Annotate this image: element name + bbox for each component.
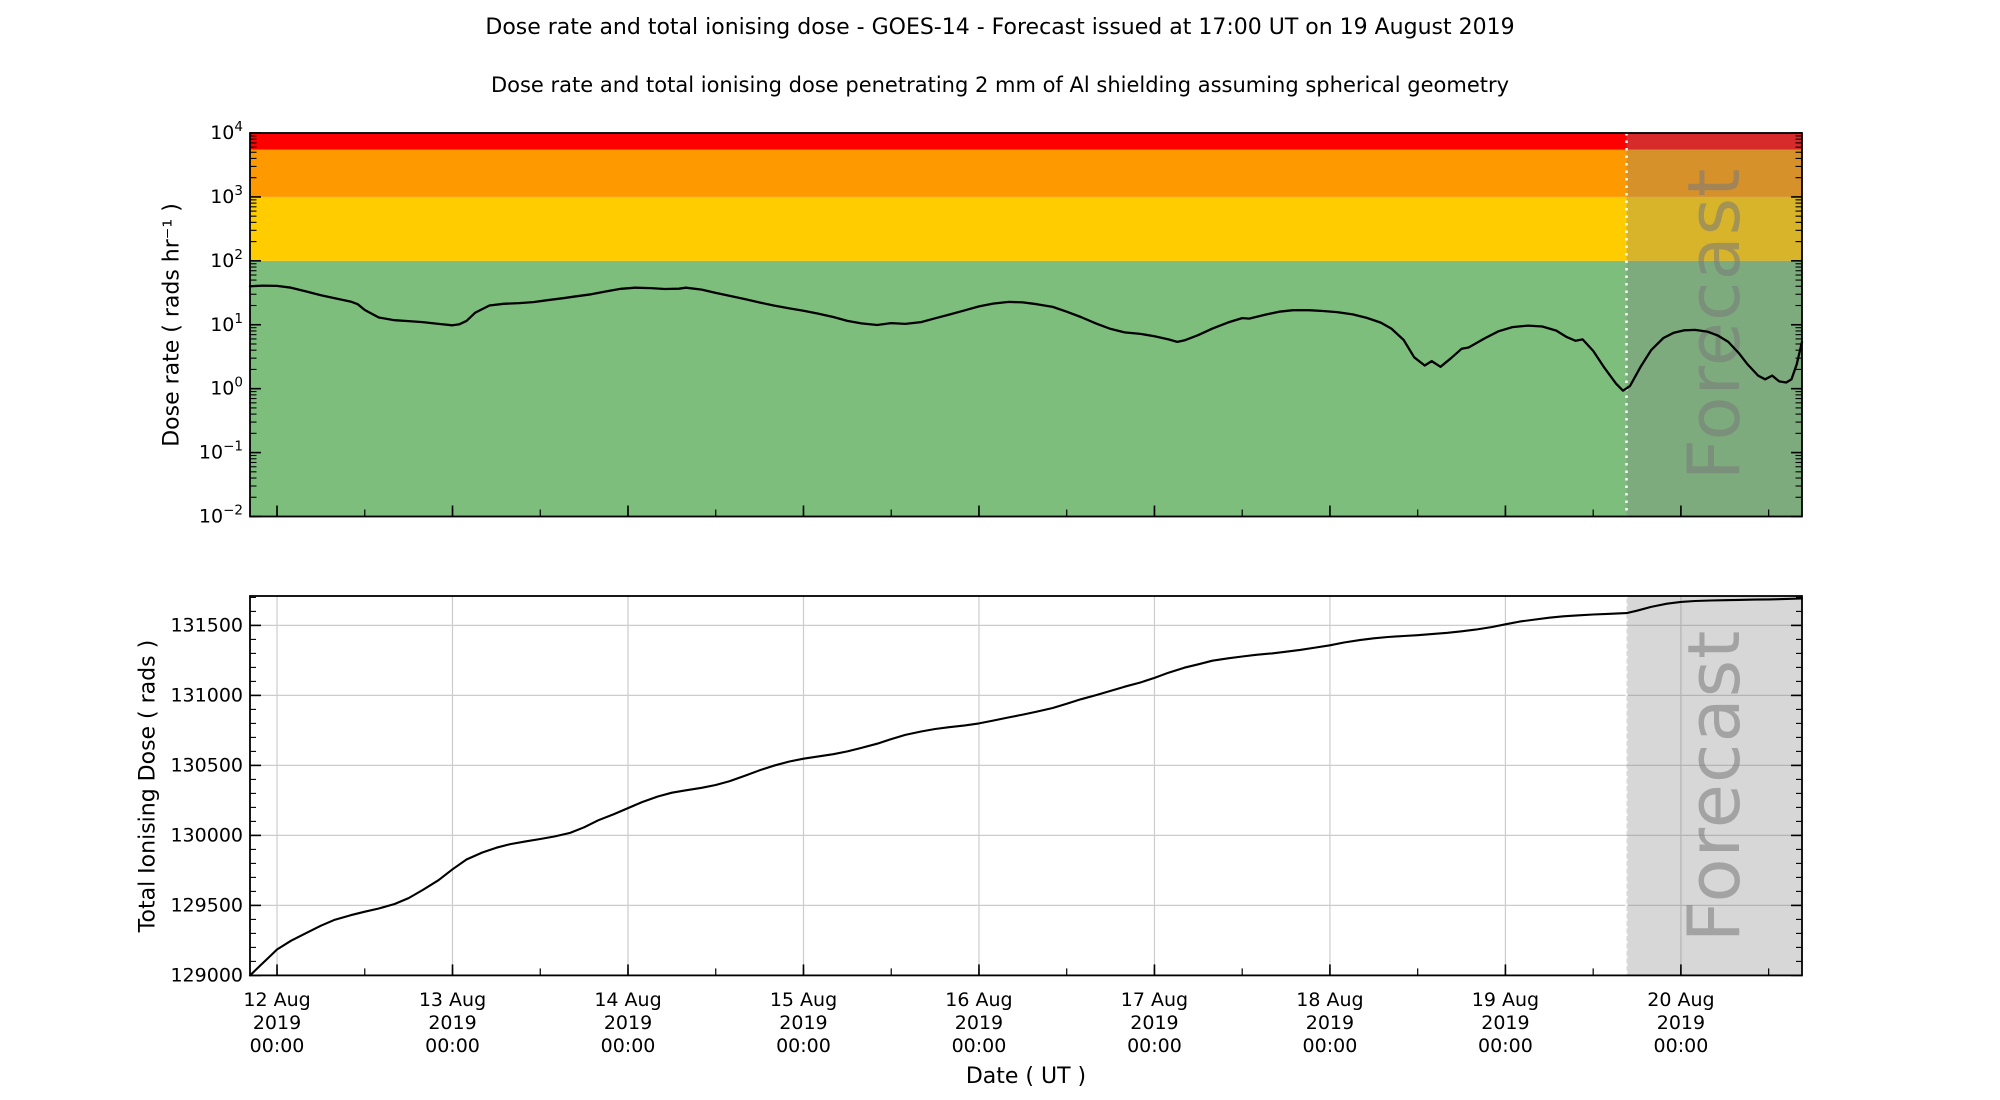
x-tick-label: 00:00 (1303, 1035, 1358, 1057)
foreground-layer: 104 103 102 101 100 10−1 10−2 129000 129500 13000… (170, 119, 1804, 1057)
x-tick-label: 2019 (604, 1012, 652, 1034)
forecast-overlay-bottom (1626, 596, 1802, 976)
x-tick-label: 20 Aug (1647, 989, 1714, 1011)
y-tick-label: 131000 (170, 684, 243, 706)
y-tick-label: 102 (210, 247, 243, 272)
y-tick-label: 130000 (170, 824, 243, 846)
x-tick-label: 2019 (428, 1012, 476, 1034)
forecast-watermark-top: Forecast (1672, 168, 1756, 481)
x-tick-label: 2019 (779, 1012, 827, 1034)
x-tick-label: 00:00 (1127, 1035, 1182, 1057)
x-tick-label: 14 Aug (594, 989, 661, 1011)
y-tick-label: 130500 (170, 754, 243, 776)
x-tick-label: 2019 (1306, 1012, 1354, 1034)
forecast-overlay-top (1626, 133, 1802, 517)
background-layer (250, 133, 1802, 976)
x-tick-label: 00:00 (601, 1035, 656, 1057)
x-tick-label: 2019 (253, 1012, 301, 1034)
y-tick-label: 100 (210, 375, 243, 400)
y-tick-label: 129000 (170, 964, 243, 986)
x-tick-label: 00:00 (952, 1035, 1007, 1057)
x-tick-label: 19 Aug (1472, 989, 1539, 1011)
x-tick-label: 17 Aug (1121, 989, 1188, 1011)
x-tick-label: 13 Aug (419, 989, 486, 1011)
date-axis-label: Date ( UT ) (966, 1064, 1086, 1089)
x-tick-label: 2019 (1481, 1012, 1529, 1034)
band-orange (250, 149, 1802, 197)
forecast-watermark-bottom: Forecast (1672, 630, 1756, 943)
chart-subtitle: Dose rate and total ionising dose penetr… (490, 73, 1510, 97)
x-tick-label: 00:00 (425, 1035, 480, 1057)
total-dose-axis-label: Total Ionising Dose ( rads ) (136, 640, 161, 933)
x-tick-label: 16 Aug (945, 989, 1012, 1011)
x-tick-label: 00:00 (1654, 1035, 1709, 1057)
band-red (250, 133, 1802, 150)
x-tick-label: 2019 (1657, 1012, 1705, 1034)
dose-rate-panel-frame (249, 132, 1803, 518)
x-tick-label: 15 Aug (770, 989, 837, 1011)
y-tick-label: 10−2 (199, 503, 243, 528)
x-tick-label: 00:00 (1478, 1035, 1533, 1057)
band-green (250, 260, 1802, 517)
x-tick-label: 18 Aug (1296, 989, 1363, 1011)
x-tick-label: 2019 (1130, 1012, 1178, 1034)
x-tick-label: 12 Aug (243, 989, 310, 1011)
total-dose-panel-frame (249, 595, 1803, 977)
x-tick-label: 00:00 (250, 1035, 305, 1057)
dose-rate-curve (248, 284, 1804, 392)
x-tick-label: 2019 (955, 1012, 1003, 1034)
chart-title: Dose rate and total ionising dose - GOES… (485, 15, 1515, 40)
y-tick-label: 10−1 (199, 439, 243, 464)
y-tick-label: 101 (210, 311, 243, 336)
y-tick-label: 131500 (170, 614, 243, 636)
dose-rate-axis-label: Dose rate ( rads hr⁻¹ ) (160, 203, 185, 447)
x-tick-label: 00:00 (776, 1035, 831, 1057)
y-tick-label: 104 (210, 119, 243, 144)
y-tick-label: 103 (210, 183, 243, 208)
total-dose-curve (248, 597, 1804, 977)
y-tick-label: 129500 (170, 894, 243, 916)
band-gold (250, 196, 1802, 261)
